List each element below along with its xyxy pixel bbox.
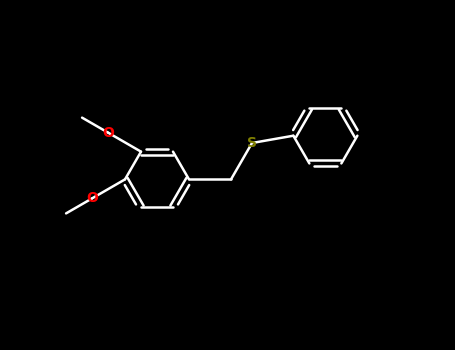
Text: S: S [247,136,257,150]
Text: O: O [86,191,98,205]
Text: O: O [102,126,114,140]
